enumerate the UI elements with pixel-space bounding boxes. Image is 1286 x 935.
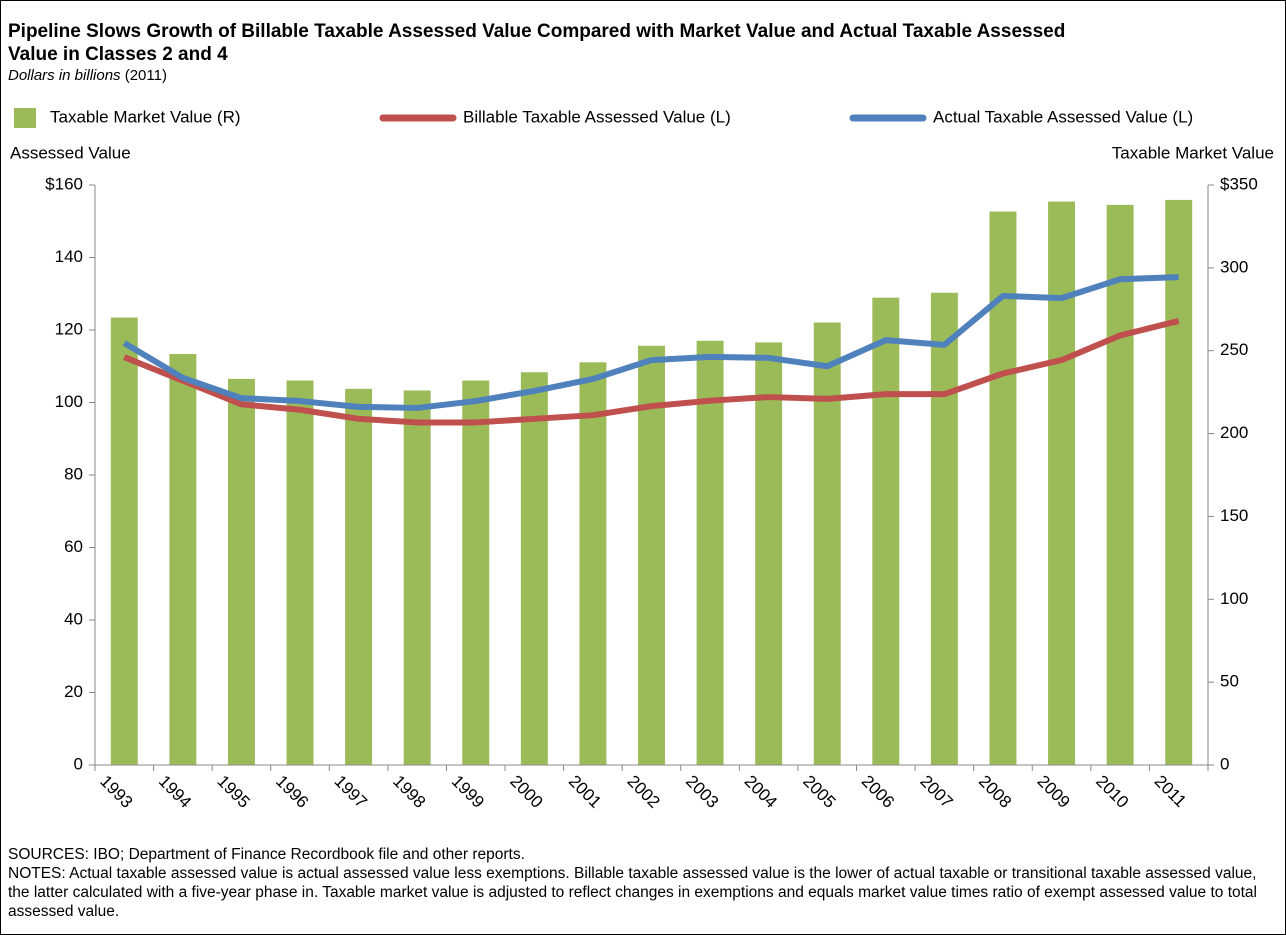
notes-block: SOURCES: IBO; Department of Finance Reco… [8,845,1278,921]
line-series [123,318,1180,426]
y2-tick-label: 100 [1220,589,1248,608]
bar [930,292,958,765]
y2-tick-label: 150 [1220,506,1248,525]
y2-tick-label: 0 [1220,754,1229,773]
bar [520,372,548,765]
x-tick-label: 2000 [506,772,546,812]
notes: NOTES: Actual taxable assessed value is … [8,865,1257,920]
y-tick-label: 40 [64,609,83,628]
bar [638,345,665,765]
y-tick-label: 60 [64,537,83,556]
y-tick-label: $160 [45,174,83,193]
line-series [122,274,1179,411]
x-tick-label: 2002 [624,772,664,812]
bar [286,380,314,765]
bar [1048,201,1076,766]
bar [872,297,900,765]
y-tick-label: 20 [64,682,83,701]
x-tick-label: 1996 [272,772,312,812]
y-tick-label: 140 [55,247,83,266]
legend-label: Billable Taxable Assessed Value (L) [463,107,731,126]
subtitle-units: Dollars in billions [8,67,121,84]
legend-label: Actual Taxable Assessed Value (L) [933,107,1193,126]
bar [755,342,783,765]
x-tick-label: 2008 [975,772,1015,812]
x-tick-label: 1998 [389,772,429,812]
x-tick-label: 2001 [565,772,605,812]
bar [1106,204,1134,765]
x-tick-label: 1993 [96,772,136,812]
x-tick-label: 1997 [331,772,371,812]
x-tick-label: 2003 [682,772,722,812]
subtitle: Dollars in billions (2011) [8,67,167,84]
x-tick-label: 1999 [448,772,488,812]
bar [813,322,841,765]
legend-label: Taxable Market Value (R) [50,107,241,126]
chart-title: Pipeline Slows Growth of Billable Taxabl… [8,21,1066,65]
y-tick-label: 0 [74,754,83,773]
bar [227,378,255,765]
x-tick-label: 2006 [858,772,898,812]
x-tick-label: 2004 [741,772,781,812]
bar [110,317,138,765]
x-tick-label: 1994 [155,772,195,812]
bar [696,340,724,765]
bar [462,380,490,765]
bar [579,362,607,765]
legend-swatch [14,108,36,128]
x-tick-label: 1995 [213,772,253,812]
y2-axis-label: Taxable Market Value [1112,143,1274,162]
sources: SOURCES: IBO; Department of Finance Reco… [8,846,525,863]
y2-tick-label: 250 [1220,340,1248,359]
bar [1165,199,1193,765]
subtitle-year: (2011) [124,67,167,84]
x-tick-label: 2005 [799,772,839,812]
x-tick-label: 2011 [1151,772,1190,811]
y-tick-label: 100 [55,392,83,411]
y-tick-label: 80 [64,464,83,483]
bar [403,390,431,765]
y-axis-label: Assessed Value [10,143,131,162]
x-tick-label: 2010 [1092,772,1132,812]
y-tick-label: 120 [55,319,83,338]
x-tick-label: 2009 [1034,772,1074,812]
bar [345,388,373,765]
y2-tick-label: 300 [1220,257,1248,276]
y2-tick-label: 200 [1220,423,1248,442]
y2-tick-label: $350 [1220,174,1258,193]
bar [169,354,197,765]
y2-tick-label: 50 [1220,672,1239,691]
x-tick-label: 2007 [916,772,956,812]
